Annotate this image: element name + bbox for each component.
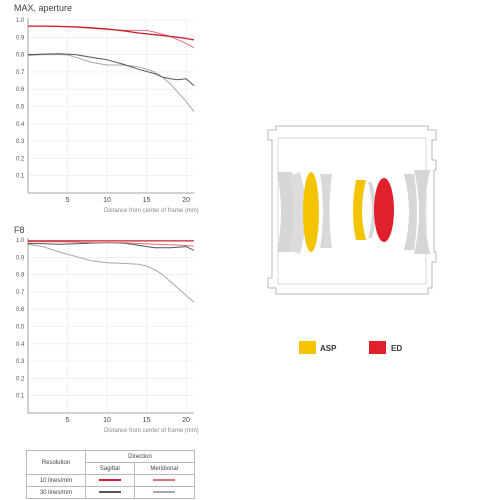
y-tick-label: 1.0	[16, 238, 25, 244]
x-tick-label: 5	[66, 197, 70, 204]
ed-swatch	[369, 341, 386, 354]
x-axis-label: Distance from center of frame (mm)	[104, 208, 199, 214]
y-tick-label: 0.9	[16, 35, 25, 41]
y-tick-label: 0.8	[16, 273, 25, 279]
x-tick-label: 5	[66, 417, 70, 424]
chart-title: MAX, aperture	[14, 3, 72, 13]
meridional-header: Meridional	[133, 462, 195, 475]
y-tick-label: 0.3	[16, 359, 25, 365]
swatch-meridional-10	[133, 474, 195, 487]
y-tick-label: 0.5	[16, 325, 25, 331]
y-tick-label: 0.7	[16, 70, 25, 76]
x-tick-label: 15	[143, 197, 151, 204]
y-tick-label: 0.5	[16, 105, 25, 111]
ed-legend-label: ED	[391, 344, 402, 353]
series-line-sag30	[27, 53, 195, 87]
y-tick-label: 0.6	[16, 87, 25, 93]
y-tick-label: 0.4	[16, 342, 25, 348]
resolution-header: Resolution	[26, 450, 86, 475]
swatch-sagittal-30	[85, 486, 135, 499]
lens-barrel-outline	[267, 125, 437, 295]
series-line-sag10	[28, 25, 195, 41]
y-tick-label: 0.2	[16, 156, 25, 162]
x-tick-label: 10	[103, 197, 111, 204]
series-line-mer30	[27, 54, 195, 113]
y-tick-label: 0.1	[16, 174, 25, 180]
swatch-sagittal-10	[85, 474, 135, 487]
direction-header: Direction	[85, 450, 195, 463]
y-tick-label: 0.1	[16, 394, 25, 400]
y-tick-label: 0.2	[16, 376, 25, 382]
y-tick-label: 0.7	[16, 290, 25, 296]
y-tick-label: 0.9	[16, 255, 25, 261]
swatch-meridional-30	[133, 486, 195, 499]
lens-element-6	[414, 170, 430, 254]
lens-element-ed	[374, 178, 394, 242]
x-axis-label: Distance from center of frame (mm)	[104, 428, 199, 434]
lens-element-4	[368, 182, 376, 238]
lens-barrel-inner-line	[277, 137, 427, 285]
x-tick-label: 20	[182, 197, 190, 204]
y-tick-label: 0.3	[16, 139, 25, 145]
x-tick-label: 20	[182, 417, 190, 424]
lens-element-5	[404, 174, 417, 250]
y-tick-label: 0.4	[16, 122, 25, 128]
y-tick-label: 0.8	[16, 53, 25, 59]
lens-element-3	[320, 174, 332, 248]
asp-swatch	[299, 341, 316, 354]
mtf-chart-f8: F8 Distance from center of frame (mm) 0.…	[14, 225, 199, 434]
series-line-mer10	[28, 241, 195, 247]
sagittal-header: Sagittal	[85, 462, 135, 475]
x-tick-label: 10	[103, 417, 111, 424]
lens-element-2	[289, 172, 306, 254]
chart-title: F8	[14, 225, 25, 235]
y-tick-label: 1.0	[16, 18, 25, 24]
asp-legend-label: ASP	[320, 344, 337, 353]
x-tick-label: 15	[143, 417, 151, 424]
lens-legend: ASP ED	[299, 341, 402, 354]
series-line-mer30	[27, 243, 195, 303]
y-tick-label: 0.6	[16, 307, 25, 313]
resolution-legend-table: Resolution Direction Sagittal Meridional…	[26, 450, 195, 499]
lens-element-asp-1	[303, 172, 319, 252]
lens-element-1	[277, 172, 297, 252]
mtf-chart-max-aperture: MAX, aperture Distance from center of fr…	[14, 3, 199, 214]
series-line-sag30	[27, 242, 195, 251]
lens-element-asp-2	[353, 180, 366, 240]
row-10-lines-label: 10 lines/mm	[26, 474, 86, 487]
lens-construction-diagram	[267, 125, 437, 295]
row-30-lines-label: 30 lines/mm	[26, 486, 86, 499]
